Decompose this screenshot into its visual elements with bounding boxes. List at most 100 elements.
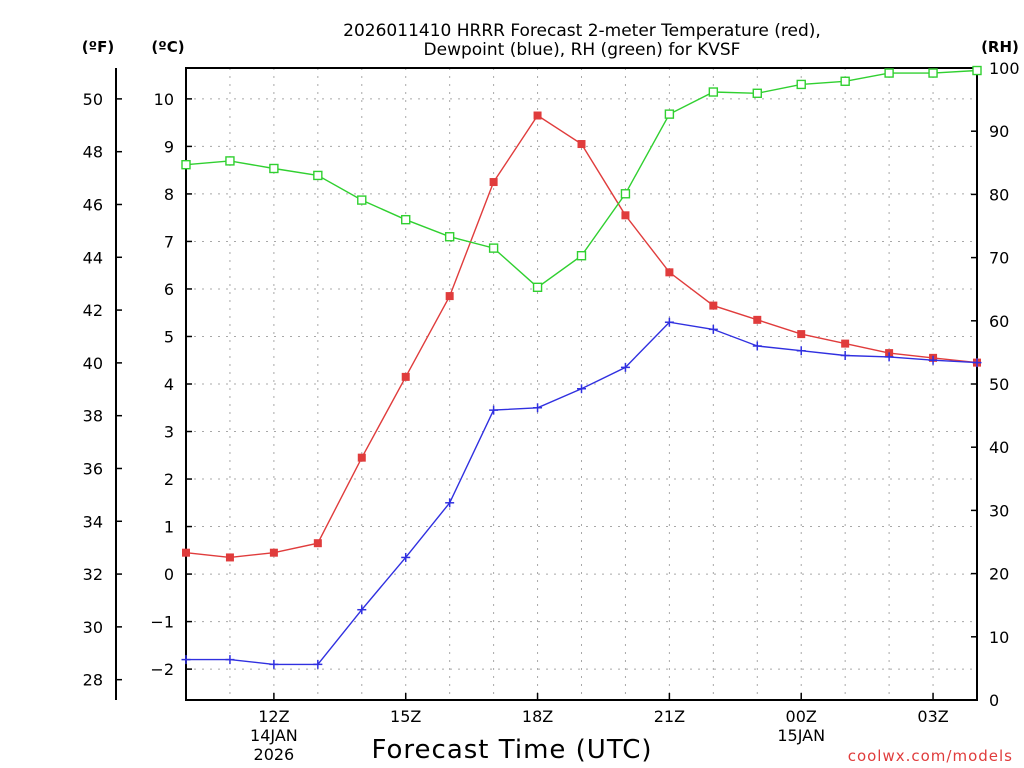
celsius-tick-label: 1 xyxy=(164,518,174,537)
series-rh xyxy=(181,65,982,293)
data-point-open-square xyxy=(401,214,411,225)
data-point-plus xyxy=(533,403,543,413)
rh-tick-label: 50 xyxy=(989,375,1009,394)
tick-labels: 109876543210−1−2504846444240383634323028… xyxy=(83,59,1020,764)
data-point-plus xyxy=(796,346,806,356)
x-tick-label: 15Z xyxy=(390,707,421,726)
data-point-plus xyxy=(972,358,982,368)
fahrenheit-tick-label: 42 xyxy=(83,301,103,320)
data-point-plus xyxy=(269,659,279,669)
data-point-square xyxy=(313,539,322,548)
data-point-square xyxy=(665,268,674,277)
rh-tick-label: 20 xyxy=(989,565,1009,584)
data-point-open-square xyxy=(708,87,719,97)
fahrenheit-tick-label: 40 xyxy=(83,354,103,373)
data-series xyxy=(181,65,982,669)
rh-tick-label: 100 xyxy=(989,59,1020,78)
data-point-square xyxy=(621,211,630,220)
celsius-tick-label: 10 xyxy=(154,90,174,109)
data-point-square xyxy=(269,548,278,557)
data-point-open-square xyxy=(884,68,894,78)
data-point-plus xyxy=(181,655,191,665)
series-dewpoint xyxy=(181,317,982,669)
rh-tick-label: 30 xyxy=(989,501,1009,520)
fahrenheit-tick-label: 30 xyxy=(83,618,103,637)
data-point-open-square xyxy=(488,243,499,253)
rh-tick-label: 0 xyxy=(989,691,999,710)
data-point-open-square xyxy=(796,79,806,90)
celsius-tick-label: 6 xyxy=(164,280,174,299)
data-point-square xyxy=(445,292,454,301)
data-point-open-square xyxy=(313,170,323,181)
data-point-open-square xyxy=(972,65,982,76)
data-point-open-square xyxy=(444,232,455,242)
rh-tick-label: 10 xyxy=(989,628,1009,647)
data-point-plus xyxy=(884,352,894,362)
data-point-open-square xyxy=(840,76,850,86)
data-point-square xyxy=(357,453,366,462)
data-point-open-square xyxy=(269,163,279,174)
source-credit[interactable]: coolwx.com/models xyxy=(848,747,1013,765)
celsius-tick-label: 8 xyxy=(164,185,174,204)
celsius-tick-label: 7 xyxy=(164,232,174,251)
data-point-plus xyxy=(401,552,411,562)
data-point-open-square xyxy=(181,159,191,170)
data-point-square xyxy=(533,111,542,120)
rh-tick-label: 60 xyxy=(989,312,1009,331)
data-point-plus xyxy=(357,605,367,615)
celsius-tick-label: 2 xyxy=(164,470,174,489)
data-point-open-square xyxy=(664,109,675,119)
fahrenheit-tick-label: 44 xyxy=(83,248,103,267)
data-point-square xyxy=(489,178,498,187)
data-point-open-square xyxy=(928,68,938,78)
fahrenheit-tick-label: 50 xyxy=(83,90,103,109)
data-point-square xyxy=(182,548,190,557)
data-point-open-square xyxy=(357,195,367,205)
data-point-square xyxy=(225,553,234,562)
data-point-plus xyxy=(928,355,938,365)
celsius-tick-label: 5 xyxy=(164,327,174,346)
x-tick-label: 2026 xyxy=(254,745,295,764)
rh-unit-label: (RH) xyxy=(981,38,1019,56)
celsius-tick-label: 9 xyxy=(164,137,174,156)
rh-tick-label: 80 xyxy=(989,185,1009,204)
x-tick-label: 03Z xyxy=(917,707,948,726)
celsius-tick-label: −2 xyxy=(150,660,174,679)
data-point-square xyxy=(797,330,806,339)
x-tick-label: 00Z xyxy=(786,707,817,726)
data-point-plus xyxy=(313,659,323,669)
data-point-open-square xyxy=(620,189,631,199)
data-point-square xyxy=(841,339,850,348)
data-point-plus xyxy=(620,362,630,372)
x-tick-label: 14JAN xyxy=(250,726,298,745)
axes xyxy=(115,67,978,701)
x-tick-label: 21Z xyxy=(654,707,685,726)
data-point-open-square xyxy=(225,156,235,166)
celsius-unit-label: (ºC) xyxy=(151,38,184,56)
fahrenheit-tick-label: 34 xyxy=(83,512,103,531)
grid-lines xyxy=(186,68,977,700)
celsius-tick-label: 4 xyxy=(164,375,174,394)
data-point-plus xyxy=(225,655,235,665)
rh-tick-label: 90 xyxy=(989,122,1009,141)
x-tick-label: 18Z xyxy=(522,707,553,726)
data-point-square xyxy=(753,315,762,324)
fahrenheit-tick-label: 38 xyxy=(83,407,103,426)
fahrenheit-tick-label: 32 xyxy=(83,565,103,584)
x-tick-label: 12Z xyxy=(258,707,289,726)
data-point-square xyxy=(577,140,586,149)
x-axis-title: Forecast Time (UTC) xyxy=(371,735,652,765)
rh-tick-label: 40 xyxy=(989,438,1009,457)
rh-tick-label: 70 xyxy=(989,249,1009,268)
celsius-tick-label: 3 xyxy=(164,423,174,442)
chart-title-line-1: 2026011410 HRRR Forecast 2-meter Tempera… xyxy=(343,21,821,41)
data-point-open-square xyxy=(576,251,587,261)
celsius-tick-label: 0 xyxy=(164,565,174,584)
fahrenheit-tick-label: 28 xyxy=(83,671,103,690)
data-point-open-square xyxy=(532,282,543,293)
fahrenheit-tick-label: 36 xyxy=(83,459,103,478)
data-point-square xyxy=(709,301,718,310)
data-point-square xyxy=(401,372,410,381)
data-point-plus xyxy=(708,324,718,334)
